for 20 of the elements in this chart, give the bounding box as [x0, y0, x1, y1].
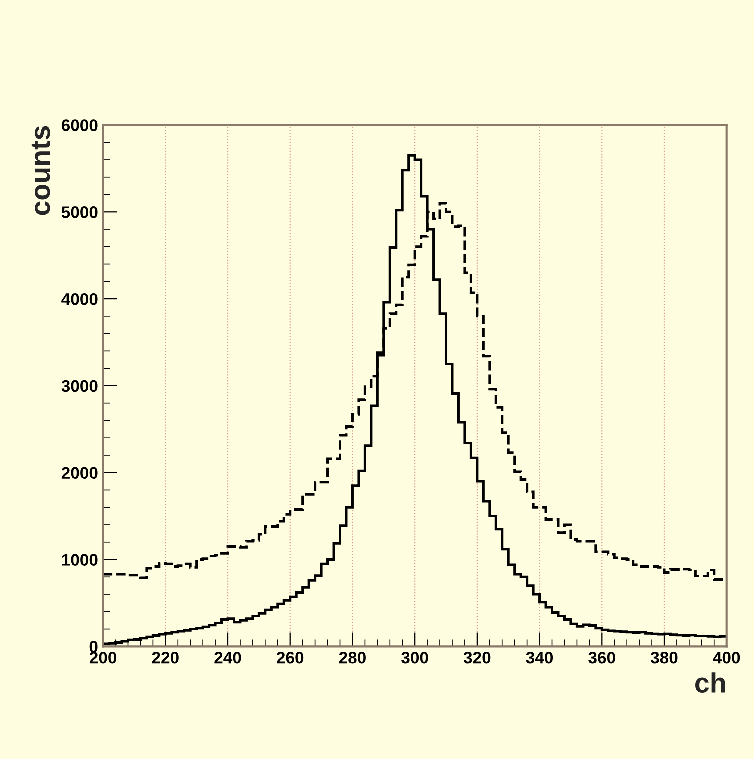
- x-tick-label: 220: [152, 652, 179, 664]
- y-tick-label: 2000: [62, 467, 98, 480]
- y-tick-label: 5000: [62, 206, 98, 218]
- x-tick-label: 260: [277, 652, 304, 664]
- x-tick-label: 400: [713, 652, 740, 664]
- x-tick-label: 320: [464, 652, 491, 664]
- y-tick-label: 1000: [62, 554, 98, 566]
- y-tick-label: 4000: [62, 293, 98, 306]
- x-tick-label: 340: [526, 652, 554, 664]
- y-axis-title: counts: [32, 126, 50, 216]
- y-tick-label: 0: [90, 641, 98, 653]
- x-tick-label: 240: [214, 652, 242, 664]
- x-tick-label: 280: [339, 652, 366, 664]
- x-axis-title: ch: [696, 672, 726, 694]
- x-tick-label: 360: [588, 652, 616, 664]
- x-tick-label: 380: [650, 652, 678, 664]
- y-tick-label: 3000: [62, 380, 98, 392]
- y-tick-label: 6000: [62, 120, 98, 132]
- x-tick-label: 300: [402, 652, 428, 664]
- x-tick-label: 200: [90, 652, 117, 664]
